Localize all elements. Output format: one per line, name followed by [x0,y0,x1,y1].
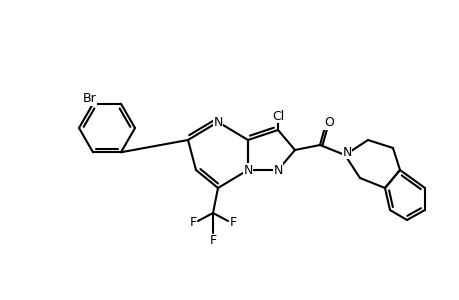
Text: N: N [273,164,282,176]
Text: N: N [341,146,351,158]
Text: F: F [229,217,236,230]
Text: N: N [213,116,222,128]
Text: Br: Br [83,92,97,105]
Text: F: F [189,217,196,230]
Text: N: N [243,164,252,176]
Text: O: O [323,116,333,130]
Text: F: F [209,235,216,248]
Text: Cl: Cl [271,110,284,122]
